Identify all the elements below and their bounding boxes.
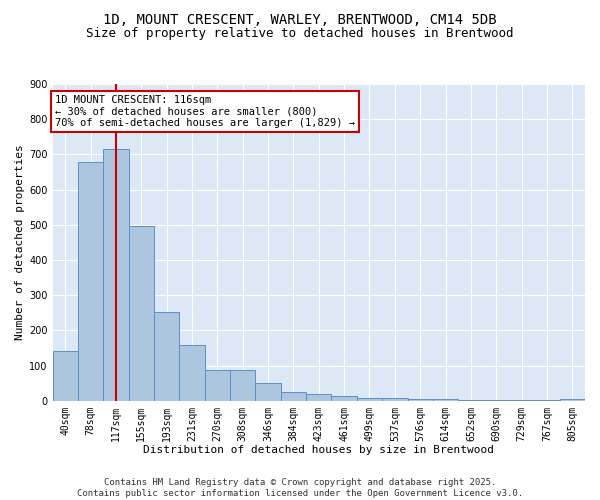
Text: 1D, MOUNT CRESCENT, WARLEY, BRENTWOOD, CM14 5DB: 1D, MOUNT CRESCENT, WARLEY, BRENTWOOD, C… — [103, 12, 497, 26]
X-axis label: Distribution of detached houses by size in Brentwood: Distribution of detached houses by size … — [143, 445, 494, 455]
Bar — [53, 352, 78, 401]
Bar — [78, 162, 103, 400]
Bar — [103, 149, 128, 401]
Bar — [230, 370, 256, 400]
Bar — [382, 398, 407, 400]
Bar — [205, 370, 230, 400]
Bar — [256, 383, 281, 400]
Y-axis label: Number of detached properties: Number of detached properties — [15, 144, 25, 340]
Bar — [128, 226, 154, 400]
Bar — [179, 346, 205, 401]
Bar — [154, 312, 179, 400]
Text: 1D MOUNT CRESCENT: 116sqm
← 30% of detached houses are smaller (800)
70% of semi: 1D MOUNT CRESCENT: 116sqm ← 30% of detac… — [55, 95, 355, 128]
Bar — [281, 392, 306, 400]
Bar — [331, 396, 357, 400]
Bar — [407, 398, 433, 400]
Bar — [306, 394, 331, 400]
Bar — [357, 398, 382, 400]
Text: Contains HM Land Registry data © Crown copyright and database right 2025.
Contai: Contains HM Land Registry data © Crown c… — [77, 478, 523, 498]
Bar — [560, 398, 585, 400]
Text: Size of property relative to detached houses in Brentwood: Size of property relative to detached ho… — [86, 28, 514, 40]
